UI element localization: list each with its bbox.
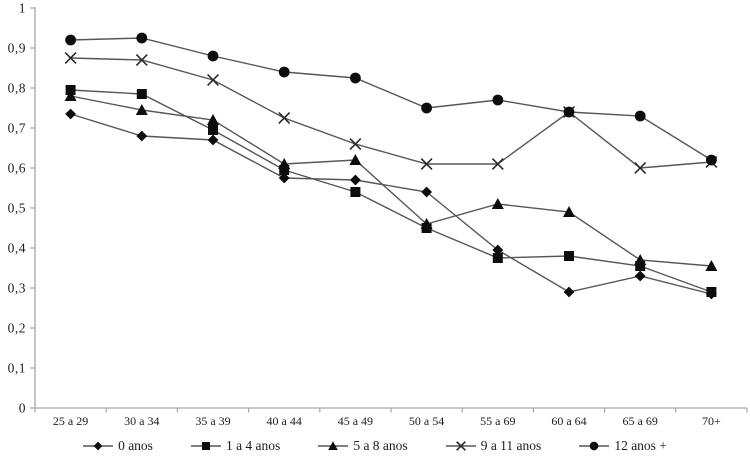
- y-tick-label: 0,6: [8, 161, 26, 176]
- x-category-label: 35 a 39: [195, 414, 230, 428]
- legend-label: 9 a 11 anos: [480, 438, 542, 453]
- x-marker: [634, 162, 647, 174]
- triangle-marker: [278, 158, 291, 169]
- circle-marker: [350, 72, 361, 84]
- square-marker: [492, 253, 503, 263]
- square-marker: [350, 187, 361, 197]
- y-tick-label: 0,2: [8, 321, 26, 336]
- legend-item: 1 a 4 anos: [190, 438, 281, 454]
- y-tick-label: 1: [19, 1, 26, 16]
- circle-marker: [65, 34, 76, 46]
- square-marker: [279, 165, 290, 175]
- square-marker: [136, 89, 147, 99]
- x-category-label: 55 a 69: [480, 414, 515, 428]
- triangle-marker: [563, 206, 575, 217]
- y-tick-label: 0,4: [8, 241, 26, 256]
- x-category-label: 65 a 69: [623, 414, 658, 428]
- circle-marker: [589, 441, 599, 451]
- circle-marker: [421, 102, 432, 114]
- legend-label: 5 a 8 anos: [353, 438, 408, 453]
- x-marker: [491, 158, 504, 170]
- square-marker: [201, 442, 210, 450]
- circle-marker: [634, 110, 646, 122]
- y-tick-label: 0,1: [8, 361, 26, 376]
- triangle-marker: [420, 218, 433, 229]
- legend-item: 0 anos: [83, 438, 153, 454]
- diamond-marker: [93, 441, 103, 451]
- legend: 0 anos 1 a 4 anos 5 a 8 anos 9 a 11 anos 12 …: [0, 438, 750, 454]
- x-marker: [278, 112, 291, 124]
- x-category-label: 40 a 44: [267, 414, 302, 428]
- y-tick-label: 0: [19, 401, 26, 416]
- legend-label: 12 anos +: [614, 438, 667, 453]
- series-line: [70, 95, 712, 267]
- diamond-marker: [563, 286, 575, 298]
- legend-item: 12 anos +: [579, 438, 667, 454]
- square-marker: [564, 251, 574, 261]
- y-tick-label: 0,7: [8, 121, 26, 136]
- series-line: [70, 113, 712, 295]
- legend-label: 1 a 4 anos: [225, 438, 281, 453]
- circle-marker: [278, 66, 290, 78]
- triangle-marker: [634, 254, 647, 265]
- x-category-label: 60 a 64: [551, 414, 586, 428]
- x-marker: [349, 138, 362, 150]
- triangle-marker: [135, 104, 148, 115]
- triangle-marker: [349, 154, 362, 165]
- legend-label: 0 anos: [118, 438, 153, 453]
- legend-item: 9 a 11 anos: [445, 438, 542, 454]
- triangle-marker: [491, 198, 504, 209]
- x-marker: [207, 74, 219, 86]
- series-line: [70, 89, 712, 293]
- series-line: [70, 57, 712, 169]
- diamond-legend-icon: [83, 441, 114, 451]
- y-tick-label: 0,5: [8, 201, 26, 216]
- square-marker: [208, 125, 218, 135]
- x-marker: [64, 52, 77, 64]
- legend-item: 5 a 8 anos: [318, 438, 408, 454]
- diamond-marker: [350, 174, 361, 186]
- diamond-marker: [421, 186, 432, 198]
- y-tick-label: 0,8: [8, 81, 26, 96]
- triangle-marker: [64, 90, 77, 101]
- diamond-marker: [634, 270, 646, 282]
- y-tick-label: 0,3: [8, 281, 26, 296]
- x-marker: [135, 54, 148, 66]
- x-category-label: 25 a 29: [53, 414, 88, 428]
- square-marker: [635, 261, 646, 271]
- triangle-legend-icon: [318, 441, 349, 450]
- triangle-marker: [705, 260, 718, 271]
- circle-marker: [207, 50, 219, 62]
- diamond-marker: [492, 244, 504, 256]
- x-marker: [420, 158, 433, 170]
- x-legend-icon: [445, 441, 476, 451]
- x-marker: [455, 441, 466, 451]
- circle-marker: [563, 106, 575, 118]
- diamond-marker: [207, 134, 219, 146]
- series-line: [70, 37, 712, 161]
- triangle-marker: [207, 114, 219, 125]
- triangle-marker: [328, 441, 339, 450]
- x-category-label: 45 a 49: [338, 414, 373, 428]
- plot-area: 0 0,1 0,2 0,3 0,4 0,5 0,6 0,7 0,8 0,9 1 25 a 29 30 a…: [8, 1, 748, 428]
- x-category-label: 70+: [702, 414, 721, 428]
- square-legend-icon: [190, 442, 221, 450]
- diamond-marker: [65, 108, 76, 120]
- circle-marker: [492, 94, 504, 106]
- x-category-label: 50 a 54: [409, 414, 444, 428]
- circle-marker: [706, 154, 717, 166]
- y-tick-label: 0,9: [8, 41, 26, 56]
- circle-legend-icon: [579, 441, 610, 451]
- square-marker: [706, 287, 717, 297]
- circle-marker: [136, 32, 148, 44]
- x-category-label: 30 a 34: [124, 414, 159, 428]
- diamond-marker: [136, 130, 148, 142]
- diamond-marker: [278, 172, 290, 184]
